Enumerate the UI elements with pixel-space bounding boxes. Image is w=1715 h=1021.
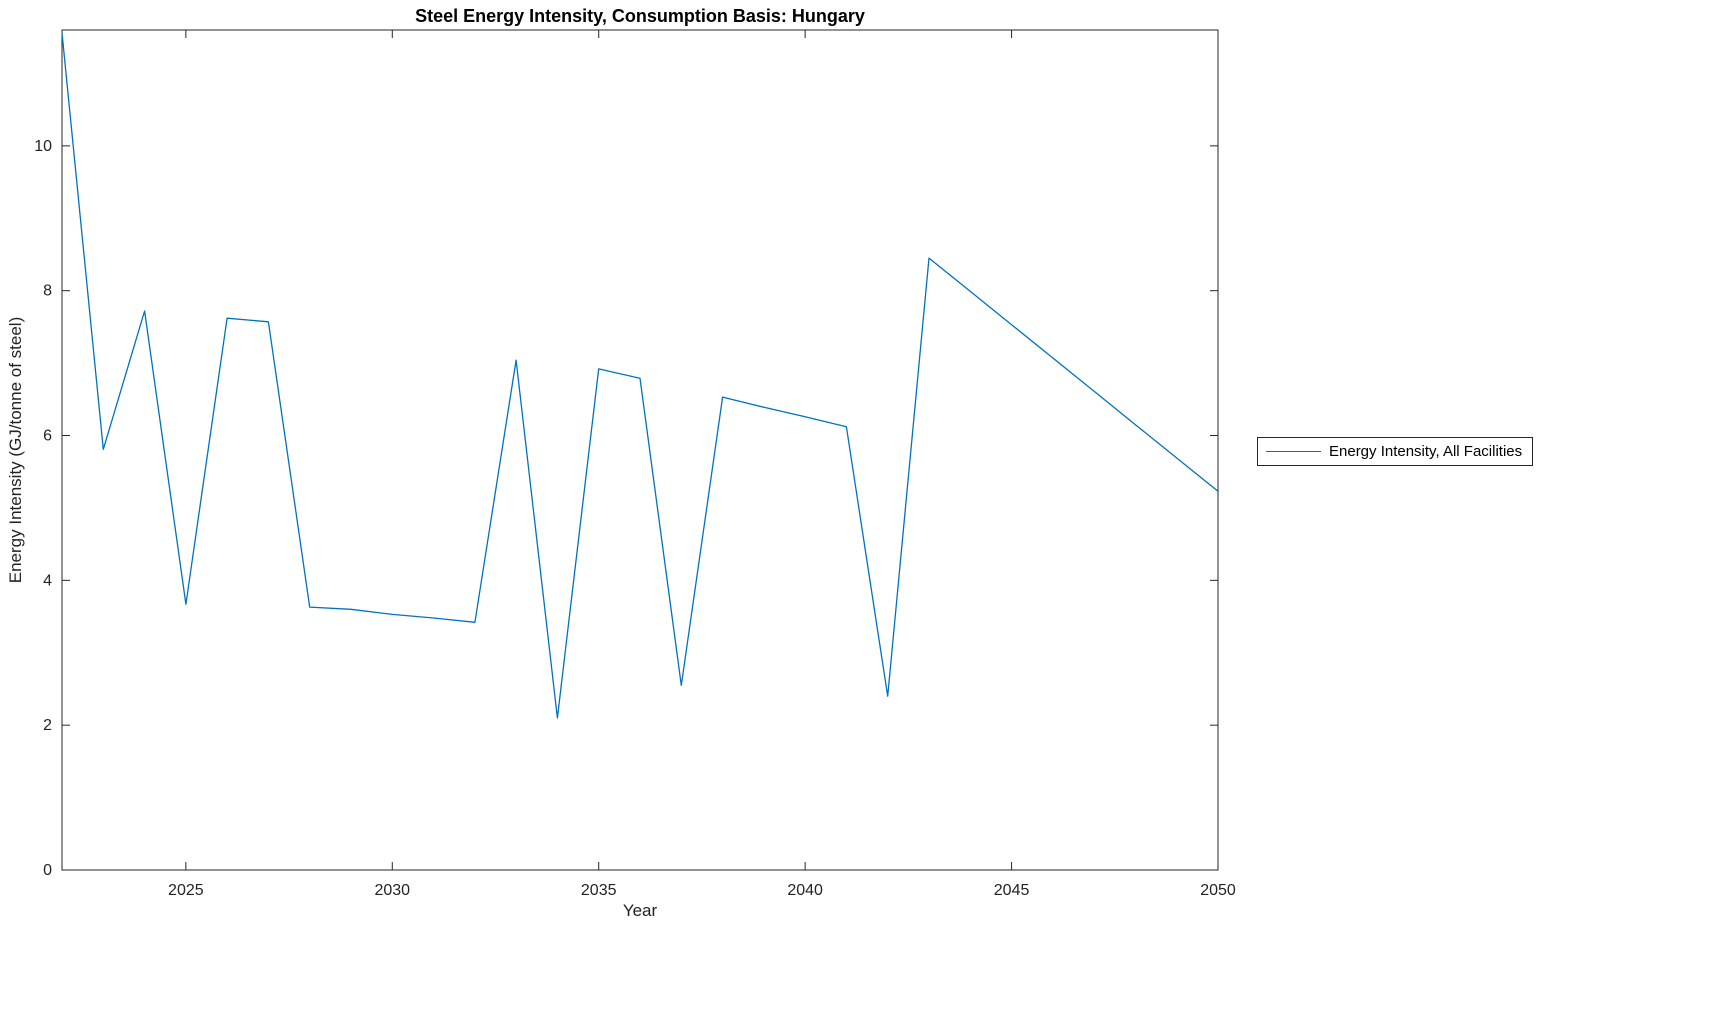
x-tick-label: 2030 bbox=[374, 882, 410, 899]
x-tick-label: 2040 bbox=[787, 882, 823, 899]
x-tick-label: 2050 bbox=[1200, 882, 1236, 899]
series-line bbox=[61, 32, 1219, 719]
y-tick-label: 6 bbox=[43, 428, 52, 445]
legend-line-sample bbox=[1266, 451, 1321, 452]
y-tick-label: 2 bbox=[43, 717, 52, 734]
y-tick-label: 0 bbox=[43, 862, 52, 879]
x-axis-label: Year bbox=[622, 901, 658, 920]
x-tick-label: 2035 bbox=[581, 882, 617, 899]
y-tick-label: 8 bbox=[43, 283, 52, 300]
y-tick-label: 4 bbox=[43, 572, 52, 589]
x-tick-label: 2025 bbox=[168, 882, 204, 899]
y-tick-label: 10 bbox=[34, 138, 52, 155]
legend: Energy Intensity, All Facilities bbox=[1257, 437, 1534, 466]
chart-title: Steel Energy Intensity, Consumption Basi… bbox=[415, 6, 865, 26]
x-tick-label: 2045 bbox=[994, 882, 1030, 899]
legend-label: Energy Intensity, All Facilities bbox=[1329, 443, 1523, 460]
